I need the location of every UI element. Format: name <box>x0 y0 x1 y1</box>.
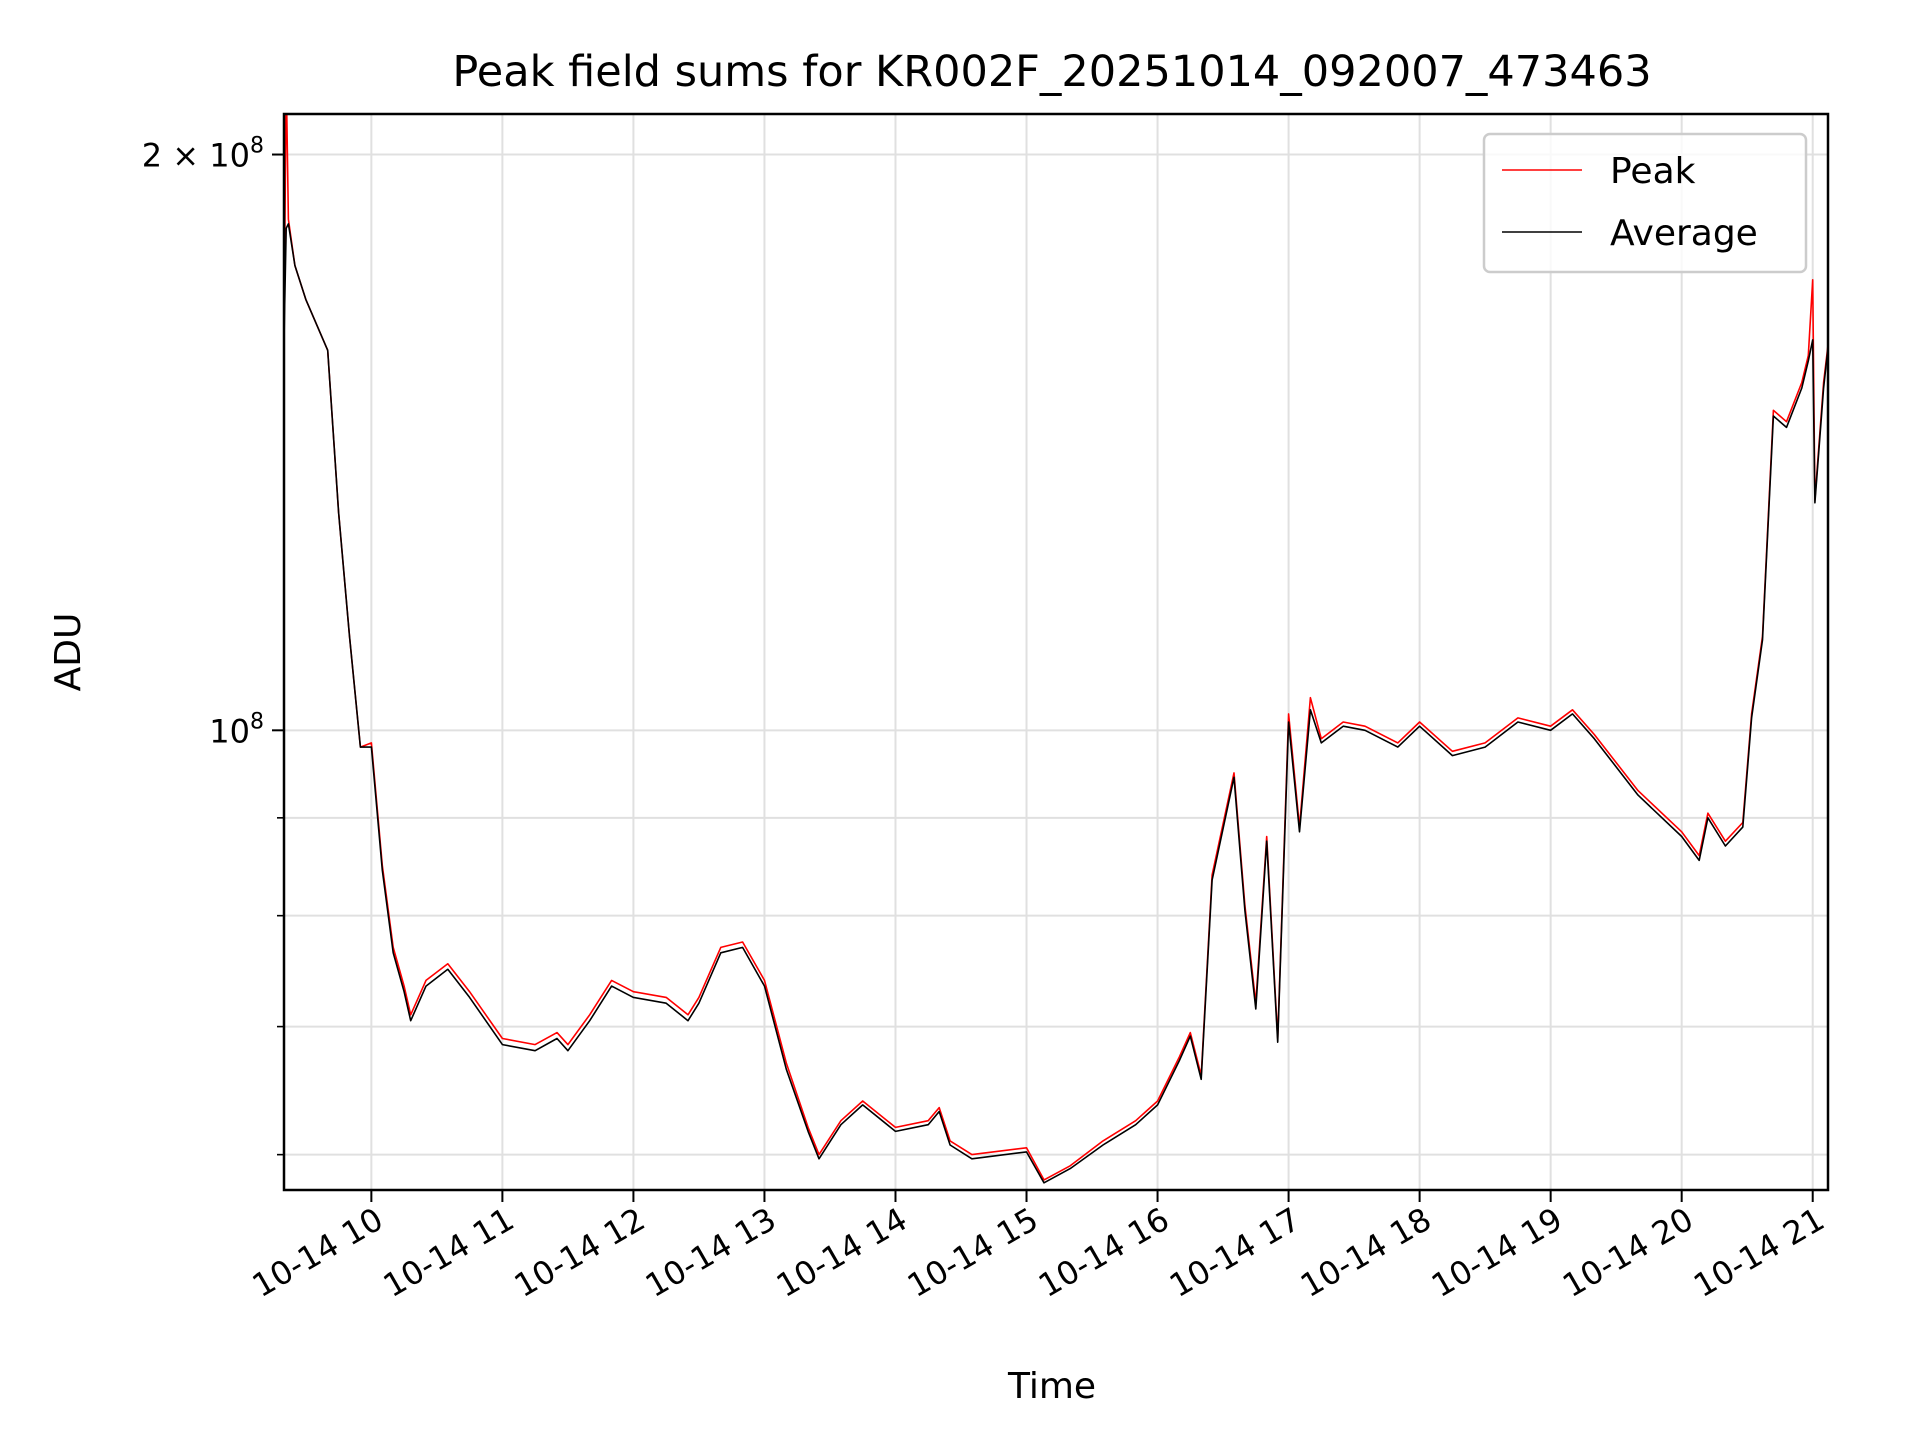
legend-box <box>1482 132 1808 274</box>
y-tick-label: 2 × 108 <box>142 134 264 175</box>
plot-frame <box>282 112 1830 1192</box>
x-axis-label: Time <box>1007 1366 1096 1407</box>
legend: Peak Average <box>1482 132 1808 274</box>
series-layer <box>284 114 1828 1184</box>
legend-label-average: Average <box>1610 213 1758 254</box>
legend-label-peak: Peak <box>1610 151 1696 192</box>
chart-title: Peak field sums for KR002F_20251014_0920… <box>452 47 1651 97</box>
y-axis-ticks: 2 × 108 108 <box>142 134 284 1156</box>
grid <box>284 114 1828 1190</box>
y-tick-label: 108 <box>209 709 264 750</box>
series-line-average <box>284 223 1828 1184</box>
series-line-peak <box>284 114 1828 1181</box>
y-axis-label: ADU <box>48 613 89 692</box>
